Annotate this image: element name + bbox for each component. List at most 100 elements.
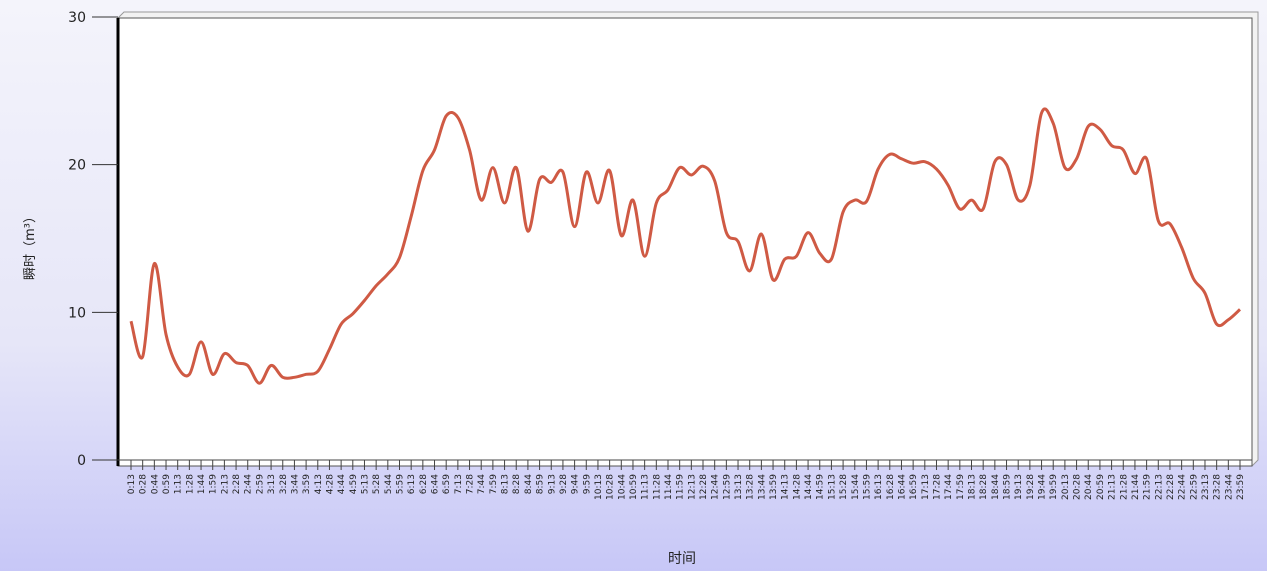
x-tick-label: 4:44 [337, 474, 347, 494]
x-tick-label: 2:13 [220, 474, 230, 494]
x-tick-label: 23:13 [1201, 474, 1211, 500]
x-tick-label: 6:13 [407, 474, 417, 494]
x-axis-label: 时间 [668, 551, 696, 567]
y-tick-label: 30 [68, 10, 86, 26]
x-tick-label: 18:44 [991, 474, 1001, 500]
x-tick-label: 0:44 [150, 474, 160, 494]
x-tick-label: 9:13 [547, 474, 557, 494]
x-tick-label: 8:44 [524, 474, 534, 494]
x-tick-label: 22:28 [1166, 474, 1176, 500]
x-tick-label: 19:44 [1038, 474, 1048, 500]
x-tick-label: 1:13 [174, 474, 184, 494]
x-tick-label: 11:13 [641, 474, 651, 500]
x-tick-label: 12:28 [699, 474, 709, 500]
x-tick-label: 11:44 [664, 474, 674, 500]
x-tick-label: 2:28 [232, 474, 242, 494]
x-tick-label: 16:59 [909, 474, 919, 500]
x-tick-label: 16:28 [886, 474, 896, 500]
x-tick-label: 23:59 [1236, 474, 1246, 500]
x-tick-label: 2:59 [255, 474, 265, 494]
x-tick-label: 22:13 [1154, 474, 1164, 500]
x-tick-label: 16:13 [874, 474, 884, 500]
x-tick-label: 17:28 [932, 474, 942, 500]
x-tick-label: 18:13 [968, 474, 978, 500]
x-tick-label: 6:28 [419, 474, 429, 494]
x-tick-label: 17:44 [944, 474, 954, 500]
x-tick-label: 23:28 [1213, 474, 1223, 500]
x-tick-label: 12:59 [722, 474, 732, 500]
x-tick-label: 4:59 [349, 474, 359, 494]
x-tick-label: 8:59 [536, 474, 546, 494]
x-tick-label: 1:44 [197, 474, 207, 494]
x-tick-label: 20:13 [1061, 474, 1071, 500]
y-tick-label: 20 [68, 158, 86, 174]
x-tick-label: 21:28 [1119, 474, 1129, 500]
x-tick-label: 23:44 [1224, 474, 1234, 500]
x-tick-label: 15:59 [862, 474, 872, 500]
x-tick-label: 0:13 [127, 474, 137, 494]
x-tick-label: 19:13 [1014, 474, 1024, 500]
x-tick-label: 10:44 [617, 474, 627, 500]
x-tick-label: 0:28 [139, 474, 149, 494]
x-tick-label: 17:59 [956, 474, 966, 500]
x-tick-label: 4:28 [325, 474, 335, 494]
x-tick-label: 19:59 [1049, 474, 1059, 500]
x-tick-label: 5:59 [395, 474, 405, 494]
x-tick-label: 9:59 [582, 474, 592, 494]
x-tick-label: 22:59 [1189, 474, 1199, 500]
x-tick-label: 3:13 [267, 474, 277, 494]
x-tick-label: 15:13 [827, 474, 837, 500]
plot-area [117, 17, 1253, 467]
x-tick-label: 21:13 [1108, 474, 1118, 500]
x-tick-label: 5:44 [384, 474, 394, 494]
x-tick-label: 5:13 [360, 474, 370, 494]
x-tick-label: 1:59 [209, 474, 219, 494]
x-tick-label: 20:28 [1073, 474, 1083, 500]
x-tick-label: 3:59 [302, 474, 312, 494]
x-tick-label: 6:44 [431, 474, 441, 494]
x-tick-label: 14:44 [804, 474, 814, 500]
x-tick-label: 20:44 [1084, 474, 1094, 500]
x-tick-label: 11:28 [652, 474, 662, 500]
x-tick-label: 18:59 [1003, 474, 1013, 500]
x-tick-label: 19:28 [1026, 474, 1036, 500]
x-tick-label: 8:13 [501, 474, 511, 494]
x-tick-label: 3:28 [279, 474, 289, 494]
x-tick-label: 16:44 [897, 474, 907, 500]
x-tick-label: 21:59 [1143, 474, 1153, 500]
x-tick-label: 14:13 [781, 474, 791, 500]
x-tick-label: 13:28 [746, 474, 756, 500]
x-tick-label: 8:28 [512, 474, 522, 494]
x-tick-label: 0:59 [162, 474, 172, 494]
y-axis-label: 瞬时（m³） [23, 210, 38, 280]
x-tick-label: 10:13 [594, 474, 604, 500]
x-tick-label: 9:28 [559, 474, 569, 494]
x-tick-label: 18:28 [979, 474, 989, 500]
x-tick-label: 21:44 [1131, 474, 1141, 500]
x-tick-label: 13:44 [757, 474, 767, 500]
x-tick-label: 10:28 [606, 474, 616, 500]
x-tick-label: 3:44 [290, 474, 300, 494]
x-tick-label: 12:44 [711, 474, 721, 500]
x-tick-label: 11:59 [676, 474, 686, 500]
x-tick-label: 20:59 [1096, 474, 1106, 500]
x-tick-label: 13:59 [769, 474, 779, 500]
x-tick-label: 14:59 [816, 474, 826, 500]
x-tick-label: 1:28 [185, 474, 195, 494]
x-tick-label: 22:44 [1178, 474, 1188, 500]
x-tick-label: 15:28 [839, 474, 849, 500]
x-tick-label: 7:28 [466, 474, 476, 494]
y-tick-label: 10 [68, 305, 86, 321]
x-tick-label: 5:28 [372, 474, 382, 494]
x-tick-label: 7:13 [454, 474, 464, 494]
x-tick-label: 12:13 [687, 474, 697, 500]
x-tick-label: 10:59 [629, 474, 639, 500]
x-tick-label: 9:44 [571, 474, 581, 494]
x-tick-label: 14:28 [792, 474, 802, 500]
y-tick-label: 0 [77, 453, 86, 469]
data-line [129, 107, 1242, 385]
x-tick-label: 17:13 [921, 474, 931, 500]
x-tick-label: 7:44 [477, 474, 487, 494]
